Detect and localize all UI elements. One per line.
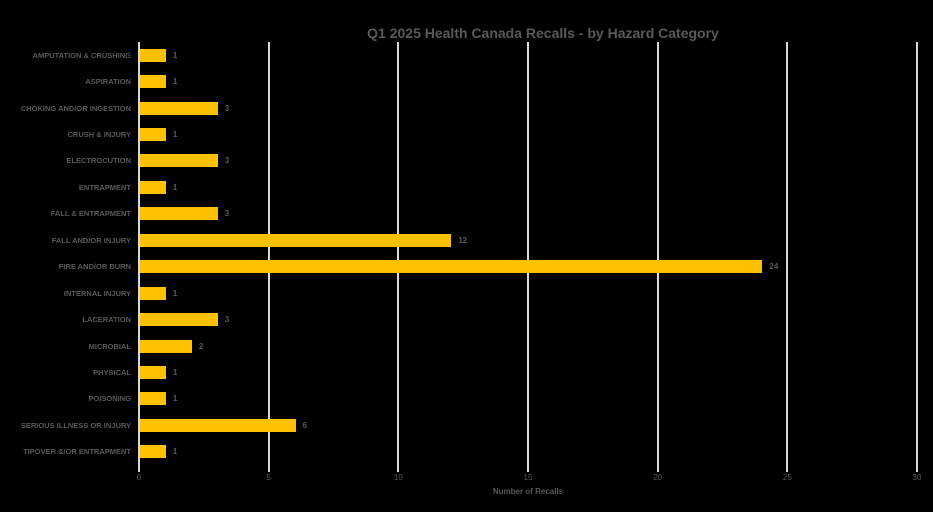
bar bbox=[140, 445, 166, 459]
y-axis-line bbox=[138, 42, 140, 472]
category-label: ELECTROCUTION bbox=[66, 156, 131, 166]
category-label: ENTRAPMENT bbox=[78, 182, 131, 192]
x-tick-label: 30 bbox=[912, 473, 922, 482]
category-label: CHOKING AND/OR INGESTION bbox=[20, 103, 131, 113]
bar bbox=[140, 154, 218, 168]
bar-value-label: 1 bbox=[172, 288, 178, 298]
bar bbox=[140, 339, 192, 353]
bar bbox=[140, 260, 763, 274]
bar-value-label: 1 bbox=[172, 394, 178, 404]
gridline bbox=[786, 42, 789, 472]
bar-value-label: 1 bbox=[172, 367, 178, 377]
bar bbox=[140, 418, 296, 432]
bar-value-label: 6 bbox=[302, 420, 308, 430]
category-label: POISONING bbox=[88, 394, 131, 404]
gridline bbox=[267, 42, 270, 472]
category-label: FALL AND/OR INJURY bbox=[51, 235, 131, 245]
category-label: ASPIRATION bbox=[85, 77, 131, 87]
x-tick-label: 15 bbox=[523, 473, 533, 482]
bar bbox=[140, 313, 218, 327]
category-label: FALL & ENTRAPMENT bbox=[50, 209, 131, 219]
bar-value-label: 1 bbox=[172, 447, 178, 457]
bar bbox=[140, 207, 218, 221]
x-tick-label: 25 bbox=[782, 473, 792, 482]
bar-value-label: 1 bbox=[172, 50, 178, 60]
x-axis-title: Number of Recalls bbox=[492, 487, 564, 496]
bar-value-label: 3 bbox=[224, 156, 230, 166]
x-tick-label: 20 bbox=[653, 473, 663, 482]
x-tick-label: 10 bbox=[393, 473, 403, 482]
x-tick-label: 5 bbox=[266, 473, 271, 482]
category-label: INTERNAL INJURY bbox=[63, 288, 131, 298]
bar-value-label: 2 bbox=[198, 341, 204, 351]
bar bbox=[140, 180, 166, 194]
bar-value-label: 3 bbox=[224, 103, 230, 113]
category-label: AMPUTATION & CRUSHING bbox=[32, 50, 131, 60]
category-label: LACERATION bbox=[82, 315, 131, 325]
bar-value-label: 3 bbox=[224, 315, 230, 325]
category-label: FIRE AND/OR BURN bbox=[58, 262, 131, 272]
bar bbox=[140, 48, 166, 62]
bar-value-label: 24 bbox=[769, 262, 779, 272]
bar bbox=[140, 75, 166, 89]
bar bbox=[140, 233, 452, 247]
category-label: CRUSH & INJURY bbox=[67, 130, 131, 140]
chart-title: Q1 2025 Health Canada Recalls - by Hazar… bbox=[367, 25, 719, 41]
category-label: TIPOVER &/OR ENTRAPMENT bbox=[23, 447, 131, 457]
bar bbox=[140, 286, 166, 300]
gridline bbox=[397, 42, 400, 472]
bar-value-label: 12 bbox=[458, 235, 468, 245]
gridline bbox=[916, 42, 918, 472]
category-label: PHYSICAL bbox=[93, 367, 131, 377]
bar bbox=[140, 365, 166, 379]
bar bbox=[140, 392, 166, 406]
x-tick-label: 0 bbox=[136, 473, 142, 482]
gridline bbox=[527, 42, 529, 472]
bar-value-label: 3 bbox=[224, 209, 230, 219]
category-label: MICROBIAL bbox=[88, 341, 132, 351]
bar-value-label: 1 bbox=[172, 130, 178, 140]
bar bbox=[140, 128, 166, 142]
bar-value-label: 1 bbox=[172, 182, 178, 192]
category-label: SERIOUS ILLNESS OR INJURY bbox=[20, 420, 131, 430]
bar bbox=[140, 101, 218, 115]
gridline bbox=[656, 42, 659, 472]
bar-value-label: 1 bbox=[172, 77, 178, 87]
